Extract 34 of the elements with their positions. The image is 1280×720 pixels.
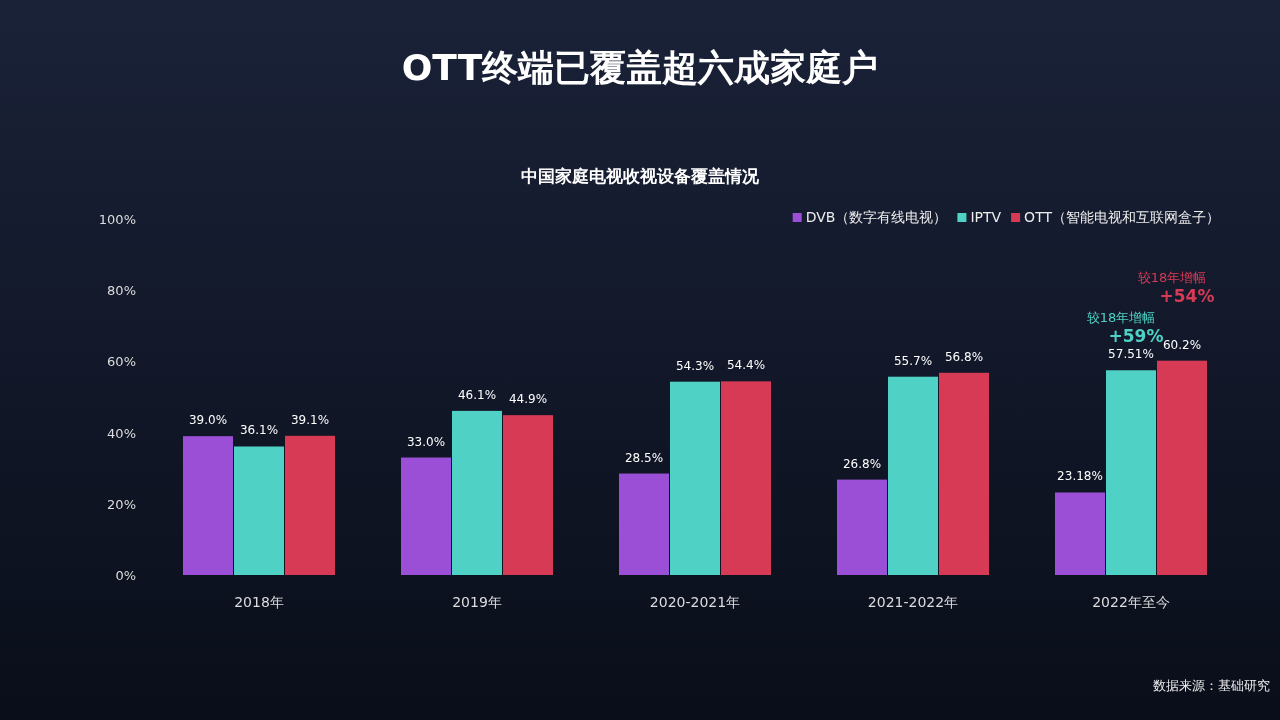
data-label: 36.1% bbox=[239, 423, 279, 438]
data-label: 28.5% bbox=[624, 450, 664, 465]
y-tick-label: 80% bbox=[107, 283, 136, 299]
y-tick-label: 0% bbox=[115, 568, 136, 583]
x-tick-label: 2022年至今 bbox=[1092, 594, 1170, 610]
annotation: 较18年增幅 +54% bbox=[1137, 270, 1215, 307]
annotation: 较18年增幅 +59% bbox=[1086, 310, 1164, 347]
y-tick-label: 40% bbox=[107, 425, 136, 441]
chart-title: OTT终端已覆盖超六成家庭户 bbox=[401, 47, 879, 88]
data-label: 33.0% bbox=[406, 434, 446, 449]
legend-label: OTT（智能电视和互联网盒子） bbox=[1024, 209, 1220, 225]
y-tick-label: 60% bbox=[107, 354, 136, 370]
data-label: 55.7% bbox=[893, 353, 933, 368]
data-label: 57.51% bbox=[1108, 347, 1154, 362]
y-tick-label: 100% bbox=[98, 212, 136, 227]
data-label: 54.4% bbox=[726, 358, 766, 373]
legend-label: IPTV bbox=[970, 209, 1002, 225]
data-label: 26.8% bbox=[842, 456, 882, 471]
legend-label: DVB（数字有线电视） bbox=[805, 209, 948, 225]
data-label: 54.3% bbox=[675, 358, 715, 373]
y-tick-label: 20% bbox=[107, 496, 136, 512]
data-label: 56.8% bbox=[944, 349, 984, 364]
data-label: 60.2% bbox=[1162, 337, 1202, 352]
x-tick-label: 2020-2021年 bbox=[649, 594, 741, 610]
source-note: 数据来源：基础研究 bbox=[1153, 678, 1270, 693]
x-tick-label: 2021-2022年 bbox=[867, 594, 959, 610]
x-tick-label: 2018年 bbox=[234, 594, 284, 610]
data-label: 46.1% bbox=[457, 387, 497, 402]
x-tick-label: 2019年 bbox=[452, 594, 502, 610]
data-label: 39.0% bbox=[188, 413, 228, 428]
chart-subtitle: 中国家庭电视收视设备覆盖情况 bbox=[521, 166, 760, 186]
data-label: 39.1% bbox=[290, 412, 330, 427]
data-label: 23.18% bbox=[1057, 469, 1103, 484]
data-label: 44.9% bbox=[508, 392, 548, 407]
